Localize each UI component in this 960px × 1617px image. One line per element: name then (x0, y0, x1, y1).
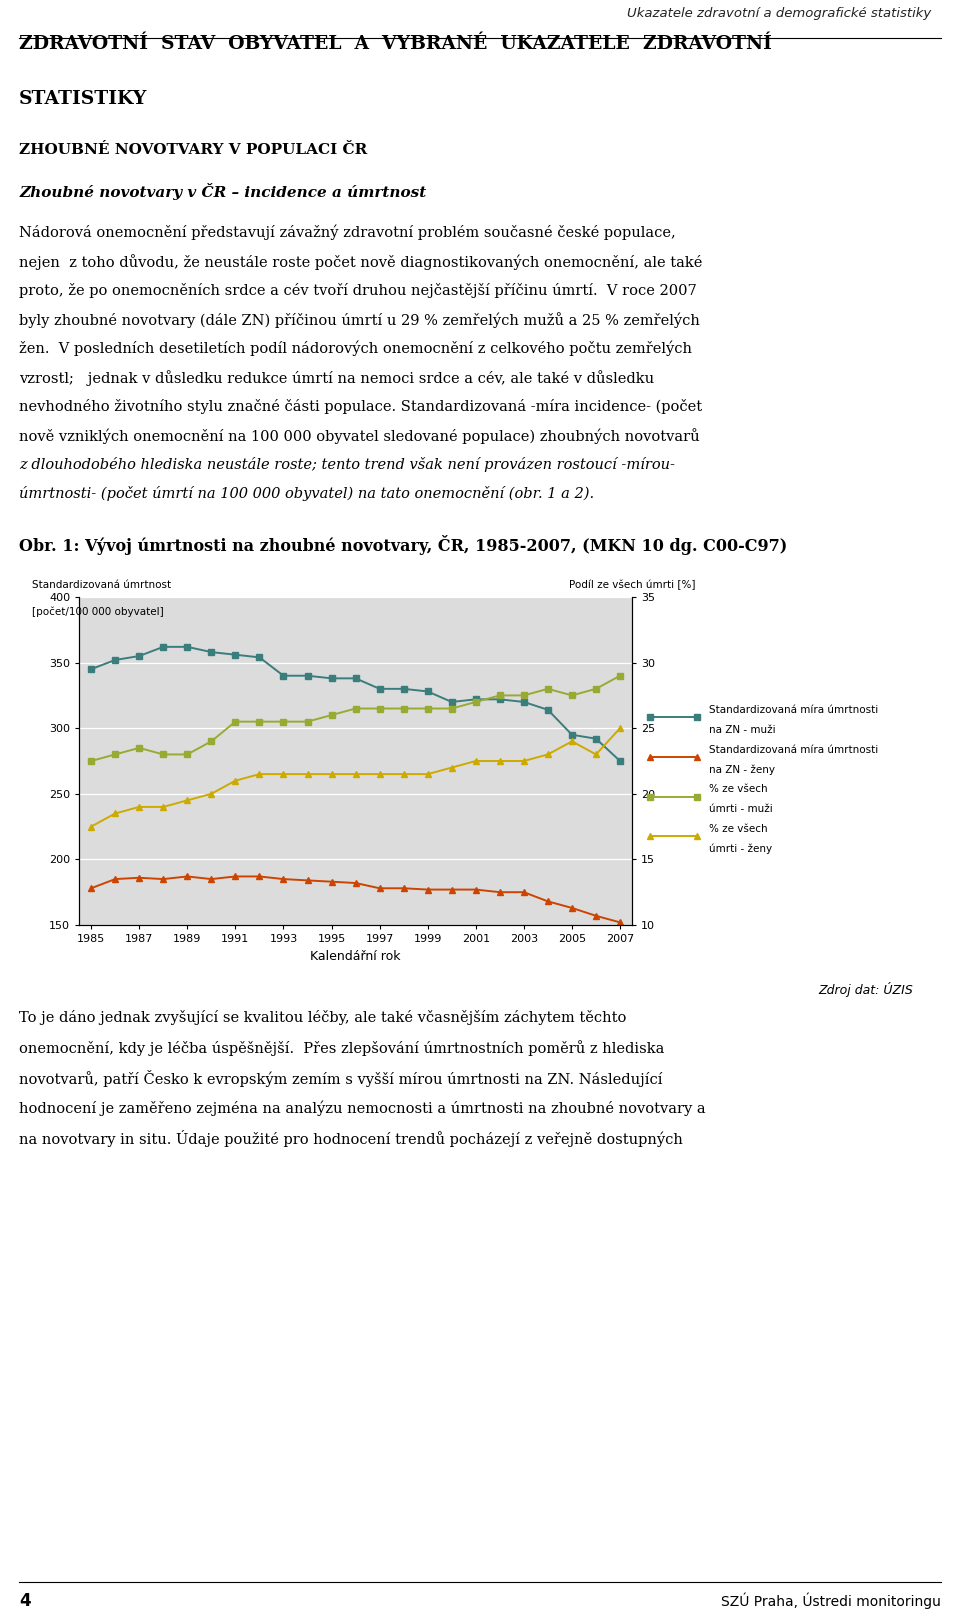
Text: onemocnění, kdy je léčba úspěšnější.  Přes zlepšování úmrtnostních poměrů z hled: onemocnění, kdy je léčba úspěšnější. Pře… (19, 1040, 664, 1056)
Text: To je dáno jednak zvyšující se kvalitou léčby, ale také včasnějším záchytem těch: To je dáno jednak zvyšující se kvalitou … (19, 1011, 627, 1025)
Text: ZHOUBNÉ NOVOTVARY V POPULACI ČR: ZHOUBNÉ NOVOTVARY V POPULACI ČR (19, 142, 368, 157)
Text: Obr. 1: Vývoj úmrtnosti na zhoubné novotvary, ČR, 1985-2007, (MKN 10 dg. C00-C97: Obr. 1: Vývoj úmrtnosti na zhoubné novot… (19, 535, 787, 555)
Text: z dlouhodobého hlediska neustále roste; tento trend však není provázen rostoucí : z dlouhodobého hlediska neustále roste; … (19, 458, 675, 472)
Text: Standardizovaná úmrtnost: Standardizovaná úmrtnost (32, 581, 171, 590)
Text: ZDRAVOTNÍ  STAV  OBYVATEL  A  VYBRANÉ  UKAZATELE  ZDRAVOTNÍ: ZDRAVOTNÍ STAV OBYVATEL A VYBRANÉ UKAZAT… (19, 36, 772, 53)
Text: nově vzniklých onemocnění na 100 000 obyvatel sledované populace) zhoubných novo: nově vzniklých onemocnění na 100 000 oby… (19, 429, 700, 445)
Text: 4: 4 (19, 1593, 31, 1611)
Text: byly zhoubné novotvary (dále ZN) příčinou úmrtí u 29 % zemřelých mužů a 25 % zem: byly zhoubné novotvary (dále ZN) příčino… (19, 312, 700, 328)
Text: % ze všech: % ze všech (708, 784, 767, 794)
Text: Standardizovaná míra úmrtnosti: Standardizovaná míra úmrtnosti (708, 745, 877, 755)
Text: nejen  z toho důvodu, že neustále roste počet nově diagnostikovaných onemocnění,: nejen z toho důvodu, že neustále roste p… (19, 254, 703, 270)
Text: [počet/100 000 obyvatel]: [počet/100 000 obyvatel] (32, 606, 164, 618)
X-axis label: Kalendářní rok: Kalendářní rok (310, 949, 401, 962)
Text: na novotvary in situ. Údaje použité pro hodnocení trendů pocházejí z veřejně dos: na novotvary in situ. Údaje použité pro … (19, 1130, 684, 1146)
Text: na ZN - muži: na ZN - muži (708, 724, 775, 736)
Text: Nádorová onemocnění představují závažný zdravotní problém současné české populac: Nádorová onemocnění představují závažný … (19, 225, 676, 241)
Text: úmrtnosti­ (počet úmrtí na 100 000 obyvatel) na tato onemocnění (obr. 1 a 2).: úmrtnosti­ (počet úmrtí na 100 000 obyva… (19, 487, 594, 501)
Text: proto, že po onemocněních srdce a cév tvoří druhou nejčastější příčinu úmrtí.  V: proto, že po onemocněních srdce a cév tv… (19, 283, 697, 298)
Text: úmrti - ženy: úmrti - ženy (708, 844, 772, 854)
Text: Zdroj dat: ÚZIS: Zdroj dat: ÚZIS (819, 982, 913, 996)
Text: žen.  V posledních desetiletích podíl nádorových onemocnění z celkového počtu ze: žen. V posledních desetiletích podíl nád… (19, 341, 692, 356)
Text: SZÚ Praha, Ústredi monitoringu: SZÚ Praha, Ústredi monitoringu (721, 1593, 941, 1609)
Text: nevhodného životního stylu značné části populace. Standardizovaná ­míra incidenc: nevhodného životního stylu značné části … (19, 399, 703, 414)
Text: úmrti - muži: úmrti - muži (708, 804, 772, 815)
Text: Standardizovaná míra úmrtnosti: Standardizovaná míra úmrtnosti (708, 705, 877, 715)
Text: vzrostl;   jednak v důsledku redukce úmrtí na nemoci srdce a cév, ale také v důs: vzrostl; jednak v důsledku redukce úmrtí… (19, 370, 655, 386)
Text: hodnocení je zaměřeno zejména na analýzu nemocnosti a úmrtnosti na zhoubné novot: hodnocení je zaměřeno zejména na analýzu… (19, 1100, 706, 1116)
Text: Ukazatele zdravotní a demografické statistiky: Ukazatele zdravotní a demografické stati… (627, 8, 931, 21)
Text: % ze všech: % ze všech (708, 825, 767, 834)
Text: novotvarů, patří Česko k evropským zemím s vyšší mírou úmrtnosti na ZN. Následuj: novotvarů, patří Česko k evropským zemím… (19, 1070, 662, 1087)
Text: Zhoubné novotvary v ČR – incidence a úmrtnost: Zhoubné novotvary v ČR – incidence a úmr… (19, 183, 426, 201)
Text: na ZN - ženy: na ZN - ženy (708, 765, 775, 775)
Text: Podíl ze všech úmrti [%]: Podíl ze všech úmrti [%] (569, 581, 695, 590)
Text: STATISTIKY: STATISTIKY (19, 91, 148, 108)
